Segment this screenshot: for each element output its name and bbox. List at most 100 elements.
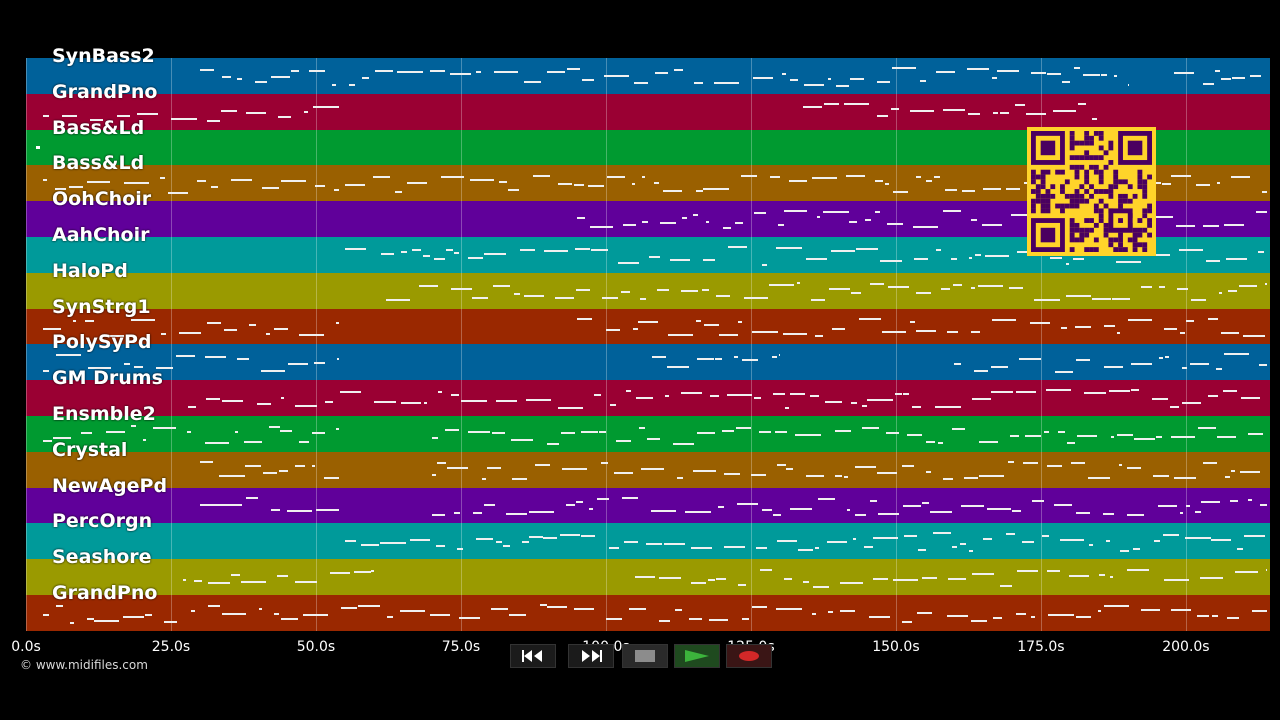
- note: [646, 543, 662, 546]
- note: [481, 478, 486, 481]
- note: [993, 111, 998, 114]
- note: [294, 464, 305, 467]
- note: [876, 81, 891, 84]
- track-label: OohChoir: [52, 188, 152, 211]
- time-tick-label: 0.0s: [11, 639, 41, 655]
- grid-line: [1040, 58, 1042, 631]
- note: [542, 537, 558, 540]
- note: [1224, 353, 1249, 356]
- note: [702, 187, 729, 190]
- note: [1109, 575, 1114, 578]
- note: [805, 474, 824, 477]
- note: [721, 429, 735, 432]
- note: [130, 425, 137, 428]
- stop-button[interactable]: [622, 644, 668, 668]
- note: [666, 366, 689, 369]
- note: [207, 581, 230, 584]
- note: [716, 577, 726, 580]
- note: [117, 115, 130, 118]
- note: [245, 497, 259, 500]
- note: [547, 605, 568, 608]
- note: [785, 406, 790, 409]
- note: [316, 509, 340, 512]
- note: [623, 541, 639, 544]
- note: [760, 569, 772, 572]
- note: [921, 501, 929, 504]
- note: [917, 611, 933, 614]
- note: [312, 432, 325, 435]
- note: [1229, 500, 1238, 503]
- note: [727, 394, 752, 397]
- note: [69, 185, 84, 188]
- note: [1250, 74, 1262, 77]
- note: [845, 174, 865, 177]
- note: [280, 180, 306, 183]
- note: [433, 258, 445, 261]
- note: [230, 179, 253, 182]
- note: [728, 246, 748, 249]
- play-button[interactable]: [674, 644, 720, 668]
- note: [878, 512, 900, 515]
- note: [1212, 614, 1219, 617]
- note: [412, 248, 421, 251]
- qr-code-icon: [1031, 131, 1152, 252]
- note: [754, 396, 761, 399]
- note: [776, 607, 802, 610]
- note: [693, 82, 703, 85]
- note: [144, 613, 152, 616]
- note: [458, 616, 481, 619]
- note: [52, 437, 72, 440]
- note: [472, 512, 483, 515]
- note: [230, 573, 241, 576]
- note: [1044, 431, 1050, 434]
- note: [803, 84, 824, 87]
- note: [919, 79, 927, 82]
- note: [505, 513, 527, 516]
- note: [1052, 110, 1077, 113]
- note: [961, 190, 976, 193]
- note: [1007, 461, 1015, 464]
- note: [540, 604, 548, 607]
- note: [991, 76, 997, 79]
- note: [475, 71, 481, 74]
- note: [1058, 430, 1065, 433]
- note: [491, 432, 505, 435]
- note: [1186, 505, 1191, 508]
- record-button[interactable]: [726, 644, 772, 668]
- note: [776, 463, 787, 466]
- note: [1222, 390, 1238, 393]
- track-label: Bass&Ld: [52, 152, 145, 175]
- note: [874, 180, 884, 183]
- note: [208, 604, 221, 607]
- note: [1261, 191, 1268, 194]
- note: [94, 619, 119, 622]
- note: [990, 390, 1013, 393]
- note: [1016, 613, 1026, 616]
- record-icon: [739, 651, 759, 661]
- note: [705, 221, 709, 224]
- note: [372, 175, 390, 178]
- fast-forward-button[interactable]: [568, 644, 614, 668]
- note: [1223, 223, 1244, 226]
- note: [812, 176, 838, 179]
- note: [1179, 511, 1184, 514]
- note: [674, 69, 683, 72]
- note: [1009, 286, 1024, 289]
- note: [210, 185, 218, 188]
- note: [1171, 609, 1191, 612]
- note: [1231, 175, 1251, 178]
- note: [600, 462, 608, 465]
- note: [881, 331, 907, 334]
- note: [856, 248, 878, 251]
- note: [88, 366, 111, 369]
- note: [565, 503, 575, 506]
- note: [633, 82, 649, 85]
- note: [407, 182, 428, 185]
- note: [1243, 534, 1266, 537]
- note: [1128, 318, 1153, 321]
- note: [423, 254, 430, 257]
- note: [1215, 70, 1221, 73]
- rewind-button[interactable]: [510, 644, 556, 668]
- note: [638, 427, 645, 430]
- note: [496, 540, 502, 543]
